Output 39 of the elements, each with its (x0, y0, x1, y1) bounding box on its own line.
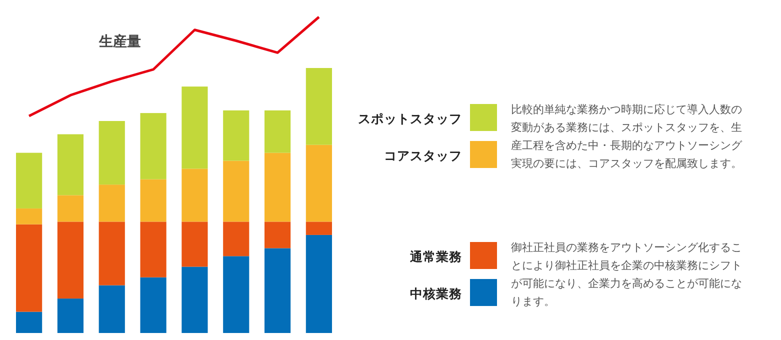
bar (264, 248, 291, 333)
bar (223, 222, 250, 256)
bar (57, 195, 84, 222)
bar (140, 222, 166, 278)
text: 比較的単純な業務かつ時期に応じて導入人数の変動がある業務には、スポットスタッフを、生産工程を含めた中・長期的なアウトソーシング実現の要には、コアスタッフを配属致します。 (511, 103, 743, 170)
bar (16, 312, 42, 333)
bar (140, 179, 166, 222)
bar (223, 256, 250, 333)
bar (182, 222, 208, 267)
bar (182, 86, 208, 169)
bar (264, 222, 291, 248)
bar (57, 222, 84, 299)
bar (98, 222, 125, 286)
bar (16, 224, 42, 312)
bar (223, 160, 250, 222)
bar (306, 68, 332, 145)
bar (140, 277, 166, 333)
bar (306, 222, 332, 235)
bar (264, 110, 291, 153)
bar (182, 168, 208, 222)
bar (57, 298, 84, 333)
bar (98, 121, 125, 185)
bar (223, 110, 250, 161)
bar (98, 184, 125, 222)
bar (306, 234, 332, 333)
bar (306, 144, 332, 222)
bar (16, 152, 42, 208)
text: 御社正社員の業務をアウトソーシング化することにより御社正社員を企業の中核業務にシフトが可能になり、企業力を高めることが可能になります。 (511, 241, 742, 308)
legend-label: スポットスタッフ (358, 111, 462, 126)
bar (16, 208, 42, 224)
bar (98, 285, 125, 333)
bar (57, 134, 84, 196)
series-label: 生産量 (98, 33, 141, 50)
bar (182, 266, 208, 333)
legend-label: 通常業務 (409, 249, 463, 264)
bar (264, 152, 291, 222)
legend-label: 中核業務 (410, 286, 463, 301)
legend-label: コアスタッフ (384, 148, 462, 163)
bar (140, 113, 166, 180)
